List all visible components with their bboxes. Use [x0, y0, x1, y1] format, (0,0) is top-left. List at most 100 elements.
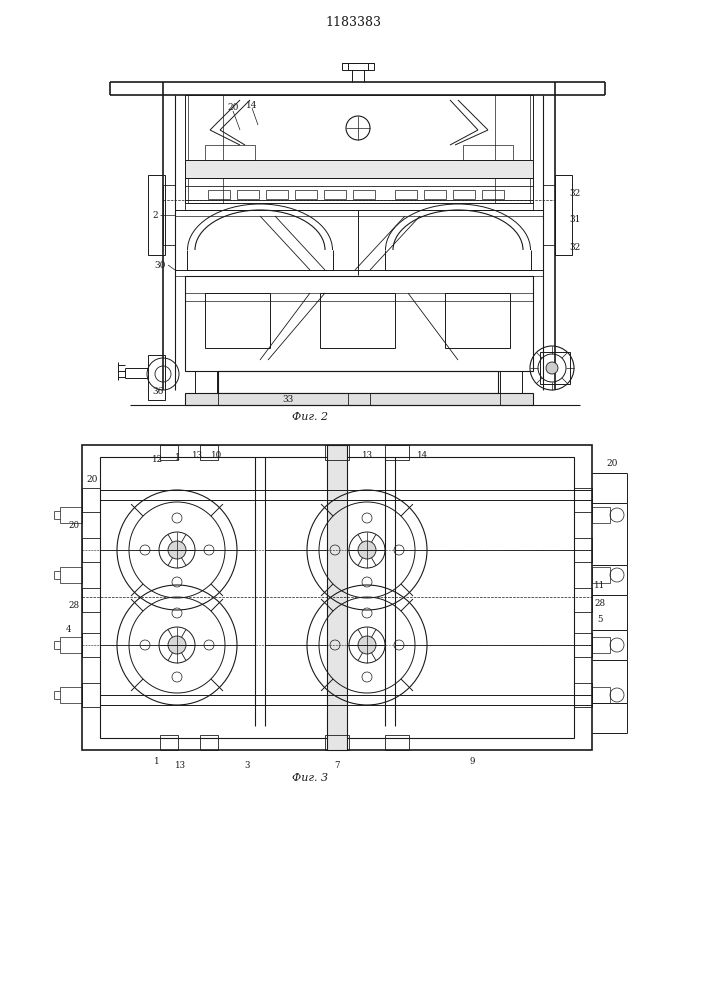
Bar — [148, 175, 165, 255]
Bar — [555, 175, 572, 255]
Bar — [160, 445, 178, 460]
Bar — [370, 393, 500, 405]
Bar — [82, 588, 100, 612]
Bar — [574, 588, 592, 612]
Bar — [482, 190, 504, 199]
Text: 2: 2 — [152, 211, 158, 220]
Bar — [385, 445, 409, 460]
Bar — [185, 393, 533, 405]
Text: 13: 13 — [175, 760, 185, 770]
Bar — [543, 185, 555, 245]
Text: Фиг. 3: Фиг. 3 — [292, 773, 328, 783]
Text: 13: 13 — [361, 450, 373, 460]
Text: 30: 30 — [154, 260, 165, 269]
Bar — [195, 371, 217, 393]
Text: 31: 31 — [569, 216, 580, 225]
Text: 33: 33 — [282, 395, 293, 404]
Bar — [218, 393, 348, 405]
Bar — [424, 190, 446, 199]
Text: 11: 11 — [595, 580, 606, 589]
Bar — [60, 507, 82, 523]
Text: 4: 4 — [65, 626, 71, 635]
Text: 32: 32 — [569, 188, 580, 198]
Bar — [445, 293, 510, 348]
Bar — [327, 445, 347, 750]
Text: 3: 3 — [245, 760, 250, 770]
Circle shape — [168, 636, 186, 654]
Bar — [592, 507, 610, 523]
Bar — [163, 185, 175, 245]
Circle shape — [546, 362, 558, 374]
Bar — [148, 355, 165, 400]
Bar — [325, 445, 349, 460]
Bar — [385, 735, 409, 750]
Bar — [100, 457, 574, 738]
Text: 28: 28 — [69, 600, 80, 609]
Bar — [205, 293, 270, 348]
Bar — [592, 637, 610, 653]
Bar — [320, 293, 395, 348]
Bar — [185, 95, 533, 203]
Bar — [188, 95, 223, 203]
Circle shape — [358, 541, 376, 559]
Text: 12: 12 — [151, 456, 163, 464]
Bar — [60, 637, 82, 653]
Bar — [160, 735, 178, 750]
Text: 1: 1 — [154, 758, 160, 766]
Bar — [200, 445, 218, 460]
Bar — [185, 178, 533, 186]
Bar — [218, 371, 498, 393]
Bar — [540, 352, 570, 384]
Circle shape — [358, 636, 376, 654]
Bar — [185, 293, 533, 301]
Bar — [453, 190, 475, 199]
Bar — [205, 145, 255, 160]
Bar — [574, 633, 592, 657]
Bar — [500, 371, 522, 393]
Bar — [266, 190, 288, 199]
Bar — [574, 683, 592, 707]
Text: 20: 20 — [228, 104, 239, 112]
Bar — [208, 190, 230, 199]
Text: 1: 1 — [175, 452, 181, 462]
Text: Фиг. 2: Фиг. 2 — [292, 412, 328, 422]
Bar — [353, 190, 375, 199]
Text: 28: 28 — [595, 598, 606, 607]
Bar — [185, 200, 533, 210]
Text: 10: 10 — [211, 450, 223, 460]
Text: 13: 13 — [192, 450, 202, 460]
Bar — [574, 488, 592, 512]
Bar — [185, 160, 533, 178]
Text: 14: 14 — [416, 450, 428, 460]
Bar — [60, 687, 82, 703]
Bar — [495, 95, 530, 203]
Bar — [82, 488, 100, 512]
Bar — [200, 735, 218, 750]
Bar — [185, 276, 533, 371]
Text: 20: 20 — [69, 520, 80, 530]
Text: 9: 9 — [469, 758, 474, 766]
Text: 1183383: 1183383 — [325, 15, 382, 28]
Text: 36: 36 — [152, 387, 164, 396]
Bar — [342, 63, 374, 70]
Text: 7: 7 — [334, 760, 340, 770]
Bar — [324, 190, 346, 199]
Bar — [395, 190, 417, 199]
Bar — [325, 735, 349, 750]
Bar — [82, 683, 100, 707]
Bar — [463, 145, 513, 160]
Bar — [82, 445, 592, 750]
Bar — [82, 538, 100, 562]
Bar — [592, 687, 610, 703]
Bar — [237, 190, 259, 199]
Circle shape — [168, 541, 186, 559]
Bar — [574, 538, 592, 562]
Text: 20: 20 — [607, 458, 618, 468]
Bar — [592, 567, 610, 583]
Text: 20: 20 — [86, 476, 98, 485]
Bar — [295, 190, 317, 199]
Text: 32: 32 — [569, 243, 580, 252]
Bar — [82, 633, 100, 657]
Text: 14: 14 — [246, 101, 258, 109]
Text: 5: 5 — [597, 615, 603, 624]
